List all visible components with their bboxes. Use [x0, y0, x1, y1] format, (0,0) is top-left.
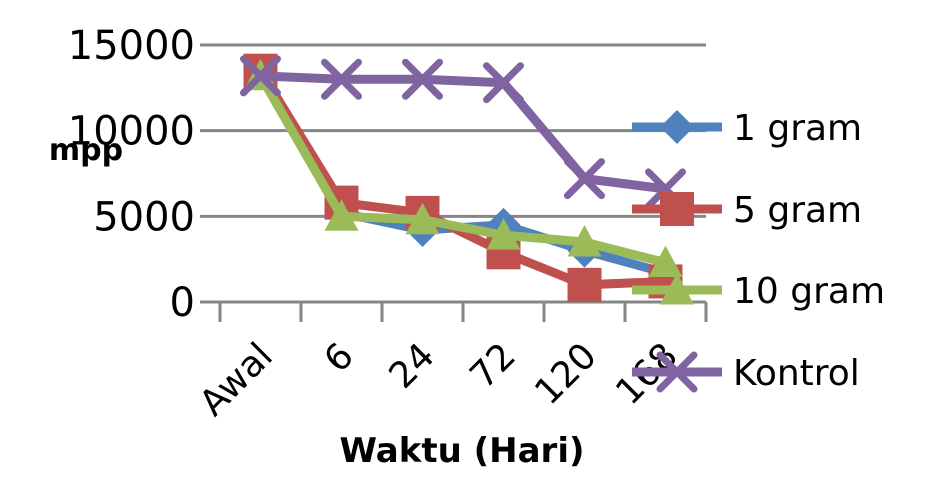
data-point-stroke — [656, 351, 698, 393]
data-point — [567, 267, 602, 302]
data-point-stroke — [483, 62, 524, 104]
data-point-stroke — [321, 58, 362, 100]
x-tick-label: 24 — [381, 335, 442, 396]
y-tick-label: 0 — [170, 280, 195, 326]
y-tick-label: 5000 — [93, 194, 195, 240]
series-line — [260, 71, 667, 194]
x-tick-label: 6 — [317, 335, 362, 380]
data-point — [648, 245, 683, 278]
series-group — [240, 53, 686, 302]
data-point — [483, 62, 524, 104]
legend-item: Kontrol — [632, 351, 860, 394]
x-axis-label: Waktu (Hari) — [339, 431, 584, 471]
legend-item: 5 gram — [632, 190, 862, 231]
y-tick-label: 10000 — [68, 109, 195, 155]
legend-label: 1 gram — [733, 108, 862, 149]
data-point — [660, 110, 694, 144]
legend-label: Kontrol — [733, 353, 860, 394]
data-point — [660, 192, 694, 226]
y-axis-label: mpp — [49, 133, 123, 168]
data-point — [405, 202, 440, 235]
y-tick-labels: 0 5000 10000 15000 — [68, 23, 195, 326]
data-point-stroke — [240, 55, 281, 97]
series-5-gram — [243, 53, 683, 302]
data-point — [656, 351, 698, 393]
x-tick-label: 120 — [527, 335, 605, 413]
legend-item: 10 gram — [632, 271, 885, 312]
data-point — [660, 273, 694, 305]
data-point — [321, 58, 362, 100]
axes — [200, 300, 708, 322]
legend: 1 gram 5 gram 10 gram Kontrol — [632, 108, 885, 394]
data-point-stroke — [645, 168, 686, 210]
legend-item: 1 gram — [632, 108, 862, 149]
data-point — [564, 158, 605, 200]
data-point — [324, 199, 359, 231]
data-point-stroke — [564, 158, 605, 200]
data-point-stroke — [402, 58, 443, 100]
data-point — [486, 218, 521, 250]
x-tick-labels: Awal 6 24 72 120 168 — [192, 335, 686, 424]
data-point — [567, 225, 602, 257]
legend-label: 5 gram — [733, 190, 862, 231]
gridlines — [200, 43, 706, 218]
x-tick-label: Awal — [192, 335, 281, 424]
series-kontrol — [240, 55, 686, 210]
data-point — [402, 58, 443, 100]
legend-label: 10 gram — [733, 271, 885, 312]
data-point — [240, 55, 281, 97]
x-tick-label: 72 — [462, 335, 523, 396]
y-tick-label: 15000 — [68, 23, 195, 69]
series-line — [256, 73, 667, 267]
series-10-gram — [243, 58, 683, 278]
